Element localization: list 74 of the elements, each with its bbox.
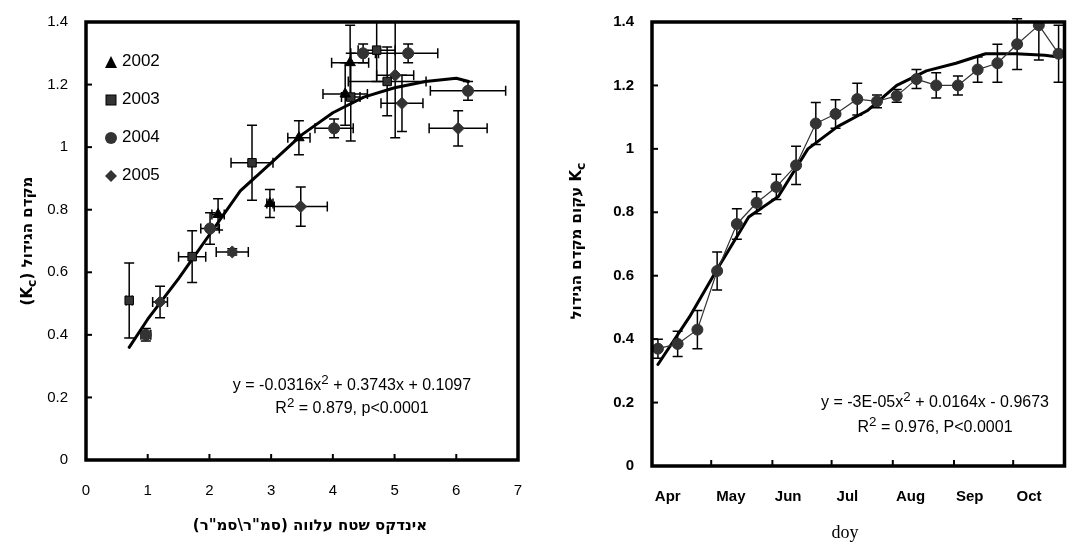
y-tick-label: 1 bbox=[625, 139, 634, 156]
point bbox=[790, 159, 803, 172]
legend-label: 2002 bbox=[122, 51, 160, 70]
x-tick-label: Sep bbox=[956, 487, 984, 505]
point bbox=[395, 96, 409, 110]
y-tick-label: 0.6 bbox=[613, 265, 634, 283]
point bbox=[730, 218, 743, 231]
y-tick-label: 0.8 bbox=[613, 202, 634, 220]
x-tick-label: Jul bbox=[836, 487, 859, 505]
point bbox=[247, 158, 257, 168]
y-tick-label: 1.4 bbox=[613, 12, 635, 30]
annotation: y = -0.0316x$^{2}$ + 0.3743x + 0.1097 bbox=[232, 371, 472, 395]
point bbox=[187, 251, 197, 262]
point bbox=[204, 222, 217, 235]
y-tick-label: 0 bbox=[625, 456, 634, 474]
point bbox=[339, 87, 351, 98]
y-tick-label: 0.2 bbox=[47, 387, 68, 405]
x-axis-title: doy bbox=[831, 521, 859, 543]
legend-label: 2003 bbox=[122, 89, 160, 108]
x-tick-label: Jun bbox=[774, 487, 802, 505]
point bbox=[711, 264, 724, 277]
x-axis-title: אינדקס שטח עלווה (סמ"ר\סמ"ר) bbox=[192, 516, 428, 534]
legend-label: 2005 bbox=[122, 165, 160, 184]
annotation: R$^{2}$ = 0.976, P<0.0001 bbox=[857, 413, 1013, 437]
y-tick-label: 0.4 bbox=[47, 325, 68, 342]
y-tick-label: 0 bbox=[59, 450, 68, 468]
point bbox=[851, 93, 864, 106]
point bbox=[371, 45, 382, 55]
y-tick-label: 1.4 bbox=[47, 12, 68, 30]
point bbox=[382, 76, 392, 87]
point bbox=[829, 107, 842, 120]
point bbox=[462, 84, 475, 97]
point bbox=[930, 79, 943, 92]
y-tick-label: 0.4 bbox=[613, 329, 635, 347]
x-tick-label: 4 bbox=[328, 481, 338, 499]
x-tick-label: Oct bbox=[1016, 487, 1042, 505]
point bbox=[294, 200, 308, 214]
point bbox=[344, 56, 356, 67]
point bbox=[388, 68, 402, 82]
point bbox=[809, 117, 822, 130]
y-tick-label: 1 bbox=[59, 137, 68, 155]
x-tick-label: 1 bbox=[143, 481, 152, 499]
y-tick-label: 0.6 bbox=[47, 262, 68, 280]
x-tick-label: 2 bbox=[205, 481, 214, 499]
point bbox=[770, 180, 783, 193]
point bbox=[951, 79, 964, 92]
x-tick-label: 6 bbox=[452, 481, 461, 499]
annotation: R$^{2}$ = 0.879, p<0.0001 bbox=[275, 394, 429, 418]
y-tick-label: 0.2 bbox=[613, 392, 634, 410]
x-tick-label: Apr bbox=[654, 487, 681, 505]
point bbox=[652, 342, 664, 355]
legend-label: 2004 bbox=[122, 127, 160, 146]
point bbox=[671, 337, 684, 350]
point bbox=[357, 47, 370, 60]
point bbox=[328, 122, 341, 135]
x-tick-label: 5 bbox=[390, 481, 399, 499]
point bbox=[750, 196, 763, 209]
x-tick-label: 3 bbox=[266, 481, 276, 499]
point bbox=[910, 73, 923, 86]
x-tick-label: 0 bbox=[81, 481, 91, 499]
y-tick-label: 1.2 bbox=[613, 75, 634, 93]
y-tick-label: 1.2 bbox=[47, 74, 68, 92]
annotation: y = -3E-05x$^{2}$ + 0.0164x - 0.9673 bbox=[820, 388, 1050, 412]
point bbox=[991, 57, 1004, 70]
x-tick-label: 7 bbox=[513, 481, 523, 499]
x-tick-label: May bbox=[716, 487, 747, 505]
point bbox=[691, 323, 704, 336]
point bbox=[1011, 38, 1024, 51]
point bbox=[971, 63, 984, 76]
x-tick-label: Aug bbox=[895, 487, 926, 505]
point bbox=[293, 131, 305, 142]
point bbox=[402, 47, 415, 60]
y-tick-label: 0.8 bbox=[47, 199, 68, 217]
point bbox=[451, 121, 465, 135]
